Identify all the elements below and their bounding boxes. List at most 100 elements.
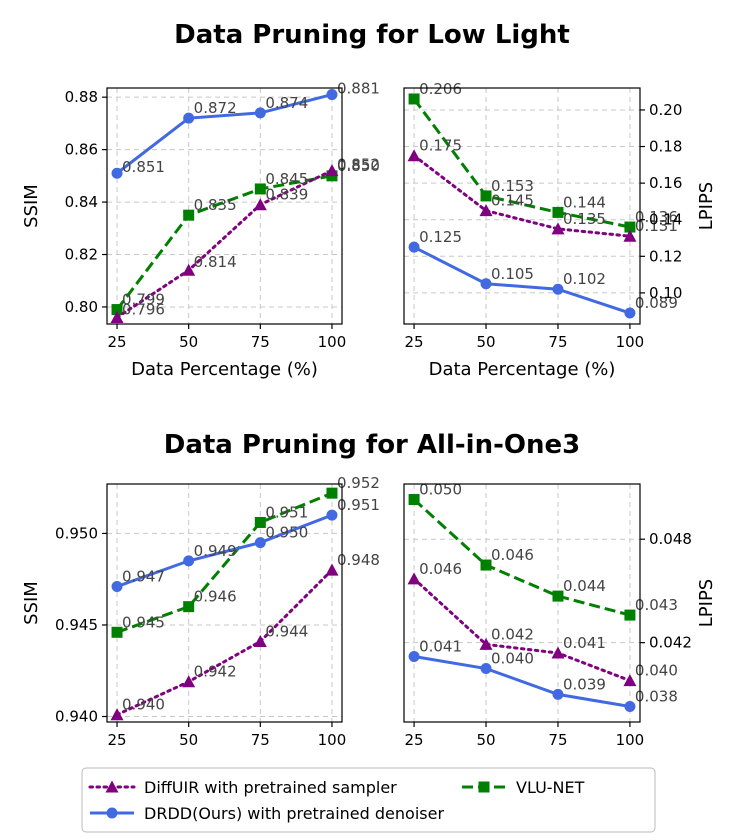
series-square [408, 93, 636, 233]
series-square [111, 487, 338, 638]
data-label: 0.046 [491, 546, 534, 564]
data-point [111, 167, 123, 179]
data-label: 0.041 [563, 634, 606, 652]
data-label: 0.125 [419, 228, 462, 246]
x-tick-label: 75 [251, 731, 270, 749]
legend-entry: VLU-NET [462, 778, 585, 797]
legend-marker [106, 807, 118, 819]
x-tick-label: 100 [616, 333, 645, 351]
data-point [480, 559, 492, 571]
series-triangle [407, 572, 637, 687]
data-label: 0.874 [265, 94, 308, 112]
series-line [115, 169, 334, 319]
data-point [254, 107, 266, 119]
data-label: 0.131 [635, 217, 678, 235]
series-line [412, 98, 631, 229]
y-tick-label: 0.20 [649, 101, 682, 119]
data-label: 0.105 [491, 265, 534, 283]
data-point [480, 190, 492, 202]
x-tick-label: 100 [318, 731, 347, 749]
x-tick-label: 25 [405, 731, 424, 749]
data-label: 0.952 [337, 474, 380, 492]
data-point [183, 555, 195, 567]
data-label: 0.040 [635, 662, 678, 680]
series-line [116, 491, 333, 634]
data-label: 0.042 [491, 625, 534, 643]
data-label: 0.136 [635, 208, 678, 226]
data-point [325, 563, 339, 576]
y-tick-label: 0.940 [55, 708, 98, 726]
data-label: 0.039 [563, 675, 606, 693]
axes-frame [106, 87, 343, 325]
data-point [624, 307, 636, 319]
data-label: 0.153 [491, 177, 534, 195]
data-point [326, 509, 338, 521]
y-tick-label: 0.86 [65, 141, 98, 159]
data-label: 0.835 [194, 196, 237, 214]
data-point [480, 278, 492, 290]
data-label: 0.881 [337, 80, 380, 98]
data-label: 0.947 [122, 568, 165, 586]
data-label: 0.050 [419, 481, 462, 499]
series-line [413, 654, 631, 708]
data-point [183, 209, 195, 221]
data-label: 0.044 [563, 577, 606, 595]
data-point [552, 206, 564, 218]
legend: DiffUIR with pretrained sampler DRDD(Ours… [81, 767, 656, 833]
y-axis-label: SSIM [21, 184, 42, 228]
y-tick-label: 0.10 [649, 284, 682, 302]
data-label: 0.038 [635, 687, 678, 705]
data-label: 0.206 [419, 80, 462, 98]
panel-lowlight-lpips: 0.175 0.145 0.135 0.131 0.125 0.105 0.102 0.089… [403, 80, 717, 380]
y-tick-label: 0.950 [55, 524, 98, 542]
data-point [407, 149, 421, 162]
x-tick-label: 25 [405, 333, 424, 351]
data-point [253, 634, 267, 647]
data-label: 0.951 [265, 503, 308, 521]
data-label: 0.144 [563, 193, 606, 211]
x-tick-label: 50 [179, 731, 198, 749]
data-point [326, 89, 338, 101]
series-circle [111, 509, 338, 593]
legend-marker [105, 780, 119, 793]
data-label: 0.839 [265, 186, 308, 204]
data-point [552, 590, 564, 602]
data-label: 0.040 [491, 650, 534, 668]
y-axis-label: SSIM [21, 581, 42, 625]
data-point [624, 609, 636, 621]
data-point [552, 283, 564, 295]
data-point [623, 674, 637, 687]
x-tick-label: 100 [318, 333, 347, 351]
y-tick-label: 0.14 [649, 211, 682, 229]
data-label: 0.945 [122, 613, 165, 631]
axes-frame [403, 87, 641, 325]
data-point [325, 164, 339, 177]
y-axis-label: LPIPS [696, 579, 717, 627]
data-point [183, 601, 195, 613]
data-point [254, 537, 266, 549]
x-tick-label: 25 [107, 731, 126, 749]
data-point [254, 183, 266, 195]
data-point [182, 675, 196, 688]
series-circle [111, 89, 338, 179]
legend-label: DiffUIR with pretrained sampler [144, 778, 397, 797]
data-label: 0.135 [563, 210, 606, 228]
axes-frame [106, 483, 343, 723]
panel-allinone-lpips: 0.046 0.042 0.041 0.040 0.041 0.040 0.039 0.038… [403, 481, 717, 749]
x-axis-label: Data Percentage (%) [429, 359, 616, 380]
data-point [182, 263, 196, 276]
series-line [115, 174, 333, 311]
x-tick-label: 75 [548, 333, 567, 351]
data-label: 0.043 [635, 596, 678, 614]
title-low-light: Data Pruning for Low Light [174, 20, 570, 50]
y-tick-label: 0.18 [649, 138, 682, 156]
data-label: 0.799 [122, 291, 165, 309]
data-point [326, 487, 338, 499]
data-point [479, 637, 493, 650]
data-label: 0.850 [337, 157, 380, 175]
data-point [111, 626, 123, 638]
data-label: 0.814 [194, 253, 237, 271]
